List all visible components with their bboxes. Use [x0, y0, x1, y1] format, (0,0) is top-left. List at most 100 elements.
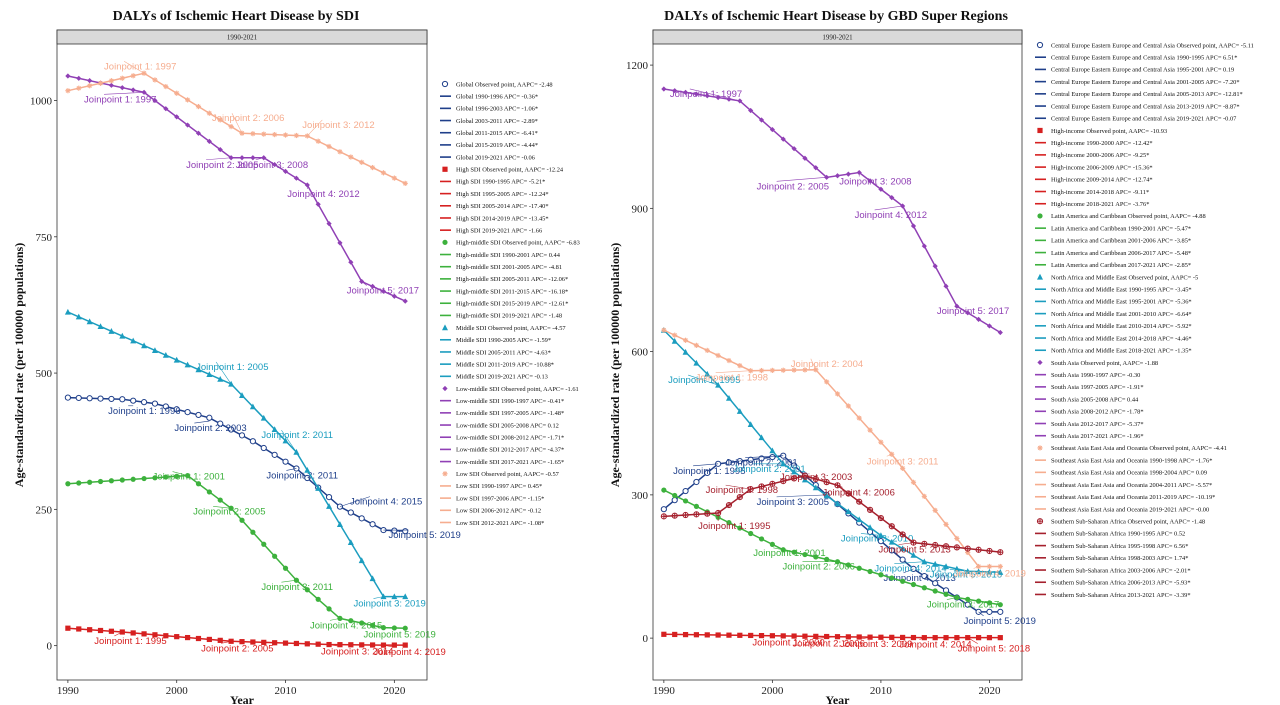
data-point	[997, 549, 1004, 556]
data-point	[282, 640, 289, 646]
legend-item: Low-middle SDI 2005-2008 APC= 0.12	[440, 422, 559, 429]
legend-label: South Asia Observed point, AAPC= -1.88	[1051, 360, 1158, 367]
legend-label: High-middle SDI 2015-2019 APC= -12.61*	[456, 301, 568, 308]
legend-item: Global 2019-2021 APC= -0.06	[440, 154, 535, 161]
joinpoint-label: Joinpoint 3: 2012	[302, 120, 374, 131]
data-point	[141, 475, 147, 482]
data-point	[801, 476, 808, 483]
data-point	[791, 146, 797, 152]
data-point	[921, 585, 927, 591]
legend-label: Central Europe Eastern Europe and Centra…	[1051, 91, 1243, 98]
facet-strip-label: 1990-2021	[822, 34, 853, 42]
data-point	[780, 367, 786, 373]
data-point	[326, 503, 333, 509]
data-point	[369, 642, 376, 648]
legend-label: High SDI 1995-2005 APC= -12.24*	[456, 191, 549, 198]
data-point	[239, 130, 245, 136]
data-point	[119, 396, 126, 403]
joinpoint-label: Joinpoint 5: 2018	[930, 569, 1002, 580]
data-point	[130, 87, 136, 93]
data-point	[217, 117, 223, 123]
legend-label: High-middle SDI 2005-2011 APC= -12.06*	[456, 276, 568, 283]
data-point	[758, 632, 765, 639]
legend-key-marker	[442, 385, 448, 392]
data-point	[239, 517, 245, 523]
joinpoint-label: Joinpoint 2: 2001	[733, 464, 805, 475]
data-point	[671, 337, 678, 344]
legend-item: South Asia Observed point, AAPC= -1.88	[1037, 360, 1158, 367]
data-point	[661, 487, 667, 493]
legend-label: Southern Sub-Saharan Africa 2006-2013 AP…	[1051, 580, 1191, 587]
legend-item: Global 2011-2015 APC= -6.41*	[440, 130, 538, 137]
legend-item: High-middle SDI 2011-2015 APC= -16.18*	[440, 288, 568, 295]
legend-item: High-middle SDI 2001-2005 APC= -4.81	[440, 264, 562, 271]
legend-item: Central Europe Eastern Europe and Centra…	[1035, 116, 1237, 123]
x-axis: 1990 2000 2010 2020	[653, 680, 1001, 697]
legend-label: High SDI 2014-2019 APC= -13.45*	[456, 215, 549, 222]
data-point	[217, 420, 224, 427]
data-point	[76, 85, 82, 91]
legend-item: South Asia 1990-1997 APC= -0.30	[1035, 372, 1140, 379]
data-point	[672, 332, 678, 338]
data-point	[660, 506, 667, 513]
series-low-sdi: Joinpoint 1: 1997 Joinpoint 2: 2006 Joinpo…	[65, 60, 408, 186]
data-point	[195, 635, 202, 642]
legend-label: North Africa and Middle East 2018-2021 A…	[1051, 348, 1192, 355]
joinpoint-leader	[799, 471, 806, 477]
data-point	[108, 628, 115, 634]
data-point	[86, 318, 93, 325]
data-point	[682, 631, 689, 638]
data-point	[736, 408, 743, 414]
x-tick-label: 2020	[978, 685, 1001, 697]
data-point	[108, 328, 115, 334]
legend-label: Latin America and Caribbean 2001-2006 AP…	[1051, 238, 1191, 245]
data-point	[65, 73, 71, 79]
joinpoint-leader	[172, 471, 188, 476]
data-point	[748, 530, 754, 537]
data-point	[206, 371, 213, 377]
legend-label: Southeast Asia East Asia and Oceania 201…	[1051, 494, 1215, 501]
data-point	[380, 642, 387, 648]
data-point	[152, 475, 158, 481]
legend-key-marker	[1037, 359, 1043, 366]
legend-key-marker	[442, 324, 448, 331]
data-point	[737, 632, 743, 638]
data-point	[715, 352, 721, 359]
facet-strip	[56, 29, 428, 45]
joinpoint-leader	[373, 596, 384, 599]
data-point	[130, 476, 136, 482]
legend-label: Central Europe Eastern Europe and Centra…	[1051, 103, 1240, 110]
data-point	[986, 568, 993, 575]
data-point	[845, 490, 852, 497]
data-point	[326, 221, 332, 227]
data-point	[932, 580, 939, 587]
joinpoint-leader	[715, 370, 751, 374]
data-point	[108, 478, 115, 484]
data-point	[867, 634, 873, 640]
y-axis: 0 300 600 900 1200	[626, 60, 653, 645]
data-point	[304, 474, 311, 482]
data-point	[217, 637, 223, 643]
joinpoint-label: Joinpoint 3: 2005	[757, 497, 829, 508]
legend-item: North Africa and Middle East Observed po…	[1037, 273, 1198, 281]
data-point	[736, 458, 743, 465]
y-axis-label: Age-standardized rate (per 100000 popula…	[608, 243, 622, 487]
data-point	[65, 481, 71, 487]
data-point	[391, 175, 397, 181]
data-point	[900, 465, 906, 471]
data-point	[87, 78, 93, 84]
legend-item: Global 1990-1996 APC= -0.36*	[440, 93, 538, 100]
legend-item: Southeast Asia East Asia and Oceania 199…	[1035, 470, 1207, 477]
data-point	[747, 486, 754, 493]
legend-key-marker	[442, 471, 448, 477]
data-point	[736, 493, 743, 501]
y-tick-label: 1000	[30, 96, 53, 108]
legend-item: High-income Observed point, AAPC= -10.93	[1037, 128, 1167, 135]
data-point	[975, 546, 982, 553]
data-point	[184, 122, 191, 128]
joinpoint-label: Joinpoint 4: 2012	[855, 210, 927, 221]
data-point	[671, 497, 678, 504]
data-point	[975, 568, 982, 575]
legend-item: High-middle SDI 2019-2021 APC= -1.48	[440, 313, 562, 320]
data-point	[943, 283, 949, 289]
